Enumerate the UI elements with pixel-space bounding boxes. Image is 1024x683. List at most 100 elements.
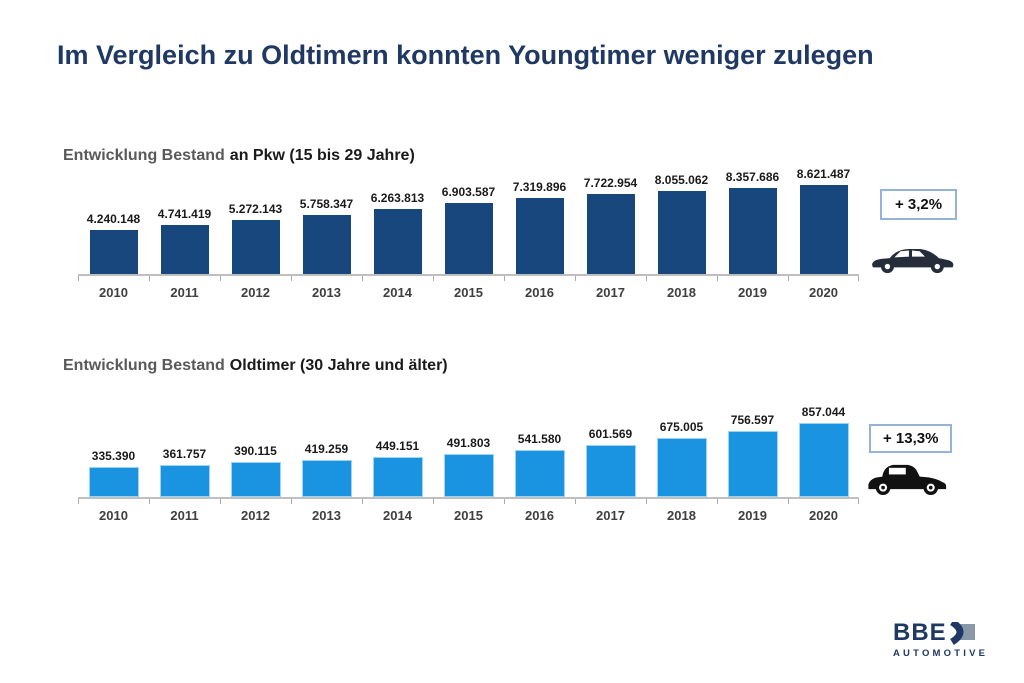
bar-value-label: 5.758.347	[299, 196, 354, 211]
year-label: 2016	[525, 285, 554, 300]
bar-value-label: 541.580	[517, 431, 562, 446]
year-label: 2012	[241, 285, 270, 300]
year-label: 2010	[99, 508, 128, 523]
sedan-car-icon	[872, 248, 954, 274]
chart1-plot: 4.240.148 4.741.419 5.272.143 5.758.347 6.26…	[78, 166, 859, 300]
bar-value-label: 4.240.148	[86, 212, 141, 227]
bar	[373, 209, 422, 274]
chart2-year-labels: 2010 2011 2012 2013 2014 2015 2016 2017 2018 2019…	[78, 499, 859, 523]
year-label: 2017	[596, 285, 625, 300]
bar	[515, 198, 564, 274]
page-title: Im Vergleich zu Oldtimern konnten Youngt…	[57, 40, 874, 70]
axis-tick	[858, 276, 859, 281]
year-label: 2018	[667, 285, 696, 300]
chart1-bars: 4.240.148 4.741.419 5.272.143 5.758.347 6.26…	[78, 166, 859, 274]
year-label: 2011	[170, 285, 199, 300]
year-label: 2013	[312, 508, 341, 523]
year-label: 2019	[738, 508, 767, 523]
chart2-x-axis	[78, 497, 859, 504]
bar-value-label: 8.055.062	[654, 172, 709, 187]
axis-tick	[433, 499, 434, 504]
bar-column: 4.741.419	[149, 207, 220, 274]
year-label: 2015	[454, 508, 483, 523]
bar-column: 8.055.062	[646, 173, 717, 274]
axis-tick	[78, 276, 79, 281]
bar-value-label: 8.357.686	[725, 169, 780, 184]
bar-value-label: 675.005	[659, 420, 704, 435]
bar	[372, 457, 423, 497]
axis-tick	[220, 276, 221, 281]
year-label: 2011	[170, 508, 199, 523]
bar-value-label: 335.390	[91, 448, 136, 463]
bar	[444, 202, 493, 274]
year-label: 2016	[525, 508, 554, 523]
bar-value-label: 449.151	[375, 439, 420, 454]
chart1-year-labels: 2010 2011 2012 2013 2014 2015 2016 2017 2018 2019…	[78, 276, 859, 300]
bar-value-label: 756.597	[730, 413, 775, 428]
bar	[798, 423, 849, 497]
bar	[728, 187, 777, 274]
chart1-growth-badge: + 3,2%	[880, 189, 958, 220]
axis-tick	[149, 499, 150, 504]
bar-value-label: 7.319.896	[512, 180, 567, 195]
bar-value-label: 7.722.954	[583, 176, 638, 191]
axis-tick	[291, 499, 292, 504]
axis-tick	[149, 276, 150, 281]
bar-column: 449.151	[362, 439, 433, 497]
axis-tick	[645, 276, 647, 281]
bar-value-label: 5.272.143	[228, 201, 283, 216]
axis-tick	[716, 499, 718, 504]
bar	[514, 449, 565, 497]
bar	[230, 462, 281, 497]
bar-column: 8.621.487	[788, 167, 859, 274]
bar-value-label: 419.259	[304, 441, 349, 456]
year-label: 2012	[241, 508, 270, 523]
year-label: 2013	[312, 285, 341, 300]
bar-column: 8.357.686	[717, 170, 788, 274]
bar-value-label: 4.741.419	[157, 207, 212, 222]
chart1-x-axis	[78, 274, 859, 281]
bar-column: 5.272.143	[220, 202, 291, 274]
bar	[301, 459, 352, 497]
bar-value-label: 8.621.487	[796, 167, 851, 181]
axis-tick	[362, 276, 363, 281]
bar-column: 6.263.813	[362, 191, 433, 274]
axis-tick	[858, 499, 859, 504]
bar	[89, 230, 138, 274]
axis-tick	[787, 499, 789, 504]
bar	[799, 185, 848, 274]
axis-tick	[574, 276, 576, 281]
axis-tick	[645, 499, 647, 504]
chart2-heading-main: Oldtimer (30 Jahre und älter)	[229, 357, 448, 374]
bar-column: 419.259	[291, 442, 362, 497]
classic-car-icon	[868, 464, 947, 495]
axis-tick	[220, 499, 221, 504]
year-label: 2018	[667, 508, 696, 523]
bar	[88, 466, 139, 497]
bar-column: 4.240.148	[78, 212, 149, 274]
bar-value-label: 390.115	[234, 444, 277, 459]
bar-column: 756.597	[717, 413, 788, 497]
bar-column: 675.005	[646, 420, 717, 497]
bar	[656, 438, 707, 497]
bar-column: 7.319.896	[504, 180, 575, 274]
bar	[585, 444, 636, 497]
axis-tick	[574, 499, 576, 504]
axis-tick	[716, 276, 718, 281]
bar-column: 7.722.954	[575, 176, 646, 274]
bar	[159, 464, 210, 497]
year-label: 2017	[596, 508, 625, 523]
bar	[586, 194, 635, 274]
year-label: 2020	[809, 285, 838, 300]
year-label: 2015	[454, 285, 483, 300]
bar-column: 491.803	[433, 436, 504, 497]
logo-bracket-icon	[949, 622, 975, 645]
year-label: 2019	[738, 285, 767, 300]
chart2-bars: 335.390 361.757 390.115 419.259 449.151 491.8…	[78, 398, 859, 497]
chart2-growth-badge: + 13,3%	[869, 424, 953, 453]
axis-tick	[362, 499, 363, 504]
bar-column: 6.903.587	[433, 185, 504, 274]
bar-value-label: 6.903.587	[441, 184, 496, 199]
bar-column: 5.758.347	[291, 197, 362, 274]
